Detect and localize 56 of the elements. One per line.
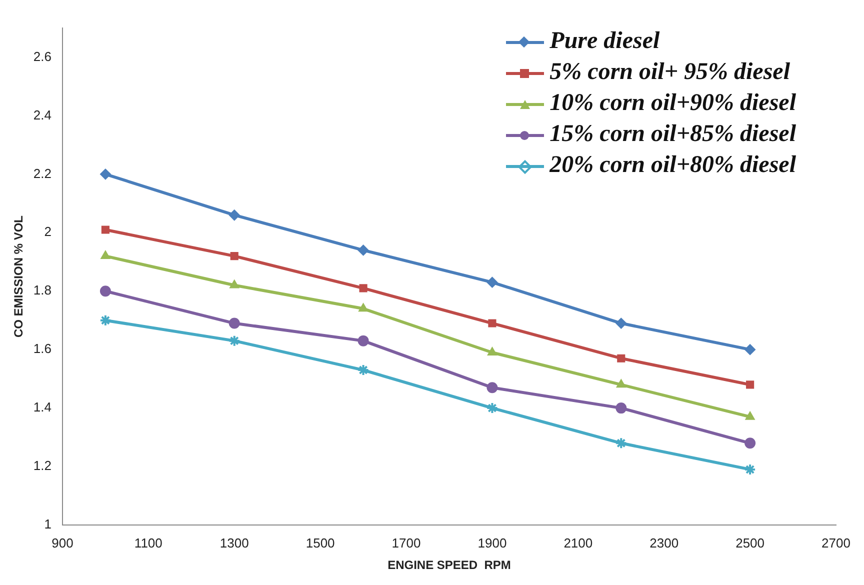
point [357,364,370,376]
point [228,318,240,329]
x-tick-label: 1900 [478,535,507,550]
x-tick-label: 2500 [736,535,765,550]
point [358,244,369,256]
point [744,438,756,449]
point [230,252,238,260]
point [228,210,240,221]
point [488,319,496,328]
point [487,347,498,356]
x-tick-label: 1500 [306,535,335,550]
point [228,334,240,347]
point [101,226,110,234]
point [486,276,498,288]
point [100,168,111,180]
legend-label: 10% corn oil+90% diesel [550,90,796,116]
point [359,284,368,292]
point [358,335,369,346]
y-tick-label: 1.2 [33,458,52,474]
point [486,382,498,394]
y-tick-label: 1.8 [33,282,52,298]
y-tick-label: 1.6 [33,341,52,356]
x-tick-label: 2300 [650,535,679,550]
point [744,463,756,476]
point [616,379,626,388]
point [99,314,112,326]
legend-label: 5% corn oil+ 95% diesel [550,59,790,85]
x-tick-label: 1300 [220,535,249,550]
x-tick-label: 2700 [822,535,850,550]
y-tick-label: 1.4 [33,400,52,415]
point [100,250,110,260]
point [486,402,498,414]
y-tick-label: 2.2 [33,166,52,181]
point [745,411,755,420]
x-tick-label: 1100 [134,535,162,550]
point [616,402,627,414]
point [744,344,756,356]
legend-label: Pure diesel [550,28,660,54]
y-tick-label: 2.4 [33,107,52,122]
x-tick-label: 1700 [392,535,421,550]
point [100,286,111,297]
legend-label: 15% corn oil+85% diesel [550,121,796,147]
point [617,354,626,362]
x-tick-label: 2100 [564,535,593,550]
x-tick-label: 900 [52,535,74,550]
y-tick-label: 1 [44,516,52,532]
y-axis-title: CO EMISSION % VOL [12,215,26,338]
point [230,280,240,288]
x-axis-title: ENGINE SPEED RPM [388,558,511,572]
point [615,437,628,450]
point [616,318,627,329]
point [746,380,754,389]
y-tick-label: 2.6 [33,48,52,64]
y-tick-label: 2 [44,224,52,240]
legend-label: 20% corn oil+80% diesel [550,152,796,178]
point [358,303,368,312]
